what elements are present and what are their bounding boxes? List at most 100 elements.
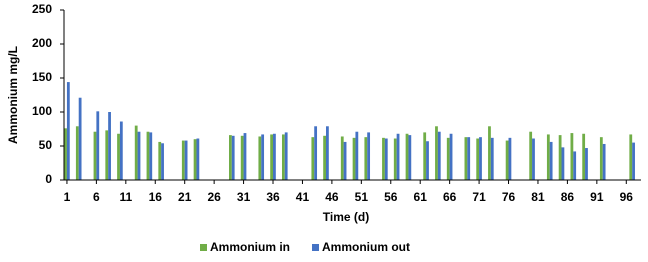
- bar: [573, 151, 577, 180]
- bar: [326, 126, 329, 180]
- bar: [64, 128, 67, 180]
- bar: [75, 126, 79, 180]
- bar: [352, 137, 356, 180]
- bar: [161, 143, 164, 180]
- legend-swatch: [312, 244, 319, 251]
- bar: [146, 131, 150, 180]
- bar: [546, 134, 550, 180]
- bar: [364, 137, 368, 180]
- bar: [193, 139, 197, 180]
- bar: [340, 136, 344, 180]
- bar: [508, 137, 512, 180]
- legend-label: Ammonium in: [210, 240, 290, 254]
- bar: [119, 121, 123, 180]
- bar: [134, 125, 138, 180]
- bar: [181, 140, 185, 180]
- bar: [108, 112, 111, 180]
- x-axis-label: Time (d): [323, 210, 369, 224]
- y-tick-label: 50: [39, 138, 53, 152]
- y-tick-label: 200: [32, 36, 52, 50]
- bar: [629, 134, 633, 180]
- bar: [137, 131, 141, 180]
- bar: [446, 137, 450, 180]
- y-axis-label: Ammonium mg/L: [6, 46, 20, 144]
- legend-label: Ammonium out: [322, 240, 410, 254]
- bar: [355, 131, 359, 180]
- legend-swatch: [200, 244, 207, 251]
- bar: [93, 131, 97, 180]
- bar: [602, 143, 606, 180]
- bar: [488, 126, 491, 180]
- bar: [149, 132, 153, 180]
- bar: [314, 126, 318, 180]
- bar: [423, 132, 427, 180]
- x-tick-label: 16: [149, 190, 163, 204]
- bar: [435, 126, 438, 180]
- bar: [384, 138, 388, 180]
- x-tick-label: 1: [64, 190, 71, 204]
- x-tick-label: 46: [325, 190, 339, 204]
- x-tick-label: 81: [531, 190, 545, 204]
- bar: [117, 133, 120, 180]
- bar: [258, 136, 262, 180]
- bar: [270, 134, 274, 180]
- bar: [105, 130, 109, 180]
- x-tick-label: 96: [620, 190, 634, 204]
- bar: [479, 137, 482, 180]
- bar: [505, 140, 509, 180]
- y-tick-label: 150: [32, 70, 52, 84]
- bar: [393, 138, 397, 180]
- bar: [78, 97, 82, 180]
- bar: [196, 138, 200, 180]
- bar: [158, 141, 162, 180]
- bar: [449, 133, 453, 180]
- bar: [367, 132, 371, 180]
- x-tick-label: 91: [590, 190, 604, 204]
- bar: [529, 131, 533, 180]
- bar: [476, 138, 480, 180]
- bar: [231, 135, 235, 180]
- bar: [261, 134, 265, 180]
- bar: [396, 133, 400, 180]
- bar: [464, 137, 468, 180]
- x-tick-label: 56: [384, 190, 398, 204]
- bar: [311, 137, 315, 180]
- bar: [382, 137, 385, 180]
- bar: [582, 133, 586, 180]
- y-tick-label: 100: [32, 104, 52, 118]
- bar: [426, 141, 429, 180]
- x-tick-label: 51: [355, 190, 369, 204]
- bar: [343, 141, 347, 180]
- x-tick-label: 61: [414, 190, 428, 204]
- bar: [229, 135, 232, 180]
- x-tick-label: 76: [502, 190, 516, 204]
- bar: [570, 133, 574, 180]
- x-tick-label: 31: [237, 190, 251, 204]
- x-tick-label: 21: [178, 190, 192, 204]
- bar: [184, 140, 188, 180]
- x-tick-label: 41: [296, 190, 310, 204]
- bar: [599, 137, 603, 180]
- bar: [490, 137, 494, 180]
- bar: [243, 133, 247, 180]
- y-tick-label: 250: [32, 2, 52, 16]
- x-tick-label: 71: [472, 190, 486, 204]
- x-tick-label: 86: [561, 190, 575, 204]
- bar: [561, 147, 565, 180]
- bar: [558, 135, 562, 180]
- bar: [405, 133, 409, 180]
- bar: [66, 82, 70, 180]
- bar: [281, 134, 285, 180]
- x-tick-label: 36: [266, 190, 280, 204]
- bar: [240, 135, 244, 180]
- x-tick-label: 26: [207, 190, 221, 204]
- bar: [273, 133, 276, 180]
- bar: [96, 111, 100, 180]
- bar: [284, 132, 288, 180]
- x-tick-label: 66: [443, 190, 457, 204]
- bar: [323, 135, 327, 180]
- bar: [549, 141, 553, 180]
- bar: [408, 135, 412, 180]
